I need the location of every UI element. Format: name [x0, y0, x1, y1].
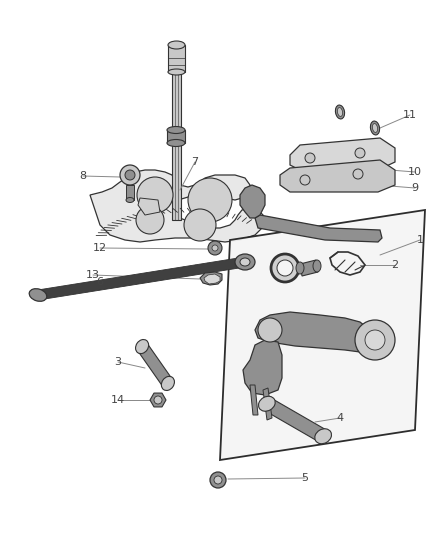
- Polygon shape: [137, 343, 173, 387]
- Circle shape: [305, 153, 315, 163]
- Circle shape: [355, 320, 395, 360]
- Text: 10: 10: [408, 167, 422, 177]
- Ellipse shape: [235, 254, 255, 270]
- Polygon shape: [172, 72, 181, 130]
- Polygon shape: [172, 143, 181, 220]
- Ellipse shape: [167, 140, 185, 147]
- Text: 12: 12: [93, 243, 107, 253]
- Text: 9: 9: [411, 183, 419, 193]
- Polygon shape: [280, 160, 395, 192]
- Circle shape: [353, 169, 363, 179]
- Circle shape: [212, 245, 218, 251]
- Circle shape: [214, 476, 222, 484]
- Text: 1: 1: [417, 235, 424, 245]
- Ellipse shape: [315, 429, 332, 444]
- Circle shape: [154, 396, 162, 404]
- Polygon shape: [243, 340, 282, 395]
- Circle shape: [120, 165, 140, 185]
- Ellipse shape: [337, 108, 343, 116]
- Text: 2: 2: [392, 260, 399, 270]
- Polygon shape: [220, 210, 425, 460]
- Circle shape: [355, 148, 365, 158]
- Text: 4: 4: [336, 413, 343, 423]
- Text: 3: 3: [114, 357, 121, 367]
- Text: 6: 6: [96, 277, 103, 287]
- Polygon shape: [37, 257, 246, 300]
- Ellipse shape: [336, 105, 345, 119]
- Polygon shape: [138, 198, 160, 215]
- Circle shape: [136, 206, 164, 234]
- Polygon shape: [255, 312, 372, 352]
- Polygon shape: [167, 130, 185, 143]
- Circle shape: [300, 175, 310, 185]
- Polygon shape: [290, 138, 395, 170]
- Text: 7: 7: [191, 157, 198, 167]
- Ellipse shape: [313, 260, 321, 272]
- Text: 8: 8: [79, 171, 87, 181]
- Polygon shape: [200, 272, 222, 285]
- Polygon shape: [263, 388, 272, 420]
- Circle shape: [137, 177, 173, 213]
- Text: 13: 13: [86, 270, 100, 280]
- Polygon shape: [250, 385, 258, 415]
- Circle shape: [271, 254, 299, 282]
- Ellipse shape: [29, 289, 47, 301]
- Ellipse shape: [240, 258, 250, 266]
- Circle shape: [277, 260, 293, 276]
- Ellipse shape: [126, 198, 134, 203]
- Ellipse shape: [258, 396, 275, 411]
- Polygon shape: [300, 260, 318, 276]
- Ellipse shape: [296, 262, 304, 274]
- Ellipse shape: [168, 69, 185, 75]
- Ellipse shape: [168, 41, 185, 49]
- Circle shape: [210, 472, 226, 488]
- Polygon shape: [126, 185, 134, 200]
- Ellipse shape: [161, 376, 174, 391]
- Circle shape: [184, 209, 216, 241]
- Text: 14: 14: [111, 395, 125, 405]
- Text: 11: 11: [403, 110, 417, 120]
- Polygon shape: [263, 398, 327, 442]
- Ellipse shape: [372, 124, 378, 133]
- Polygon shape: [240, 185, 265, 218]
- Circle shape: [365, 330, 385, 350]
- Circle shape: [258, 318, 282, 342]
- Circle shape: [125, 170, 135, 180]
- Circle shape: [208, 241, 222, 255]
- Polygon shape: [255, 215, 382, 242]
- Ellipse shape: [136, 340, 148, 353]
- Text: 5: 5: [301, 473, 308, 483]
- Polygon shape: [204, 274, 220, 284]
- Ellipse shape: [371, 121, 380, 135]
- Circle shape: [188, 178, 232, 222]
- Ellipse shape: [167, 126, 185, 133]
- Polygon shape: [168, 45, 185, 72]
- Polygon shape: [90, 170, 265, 242]
